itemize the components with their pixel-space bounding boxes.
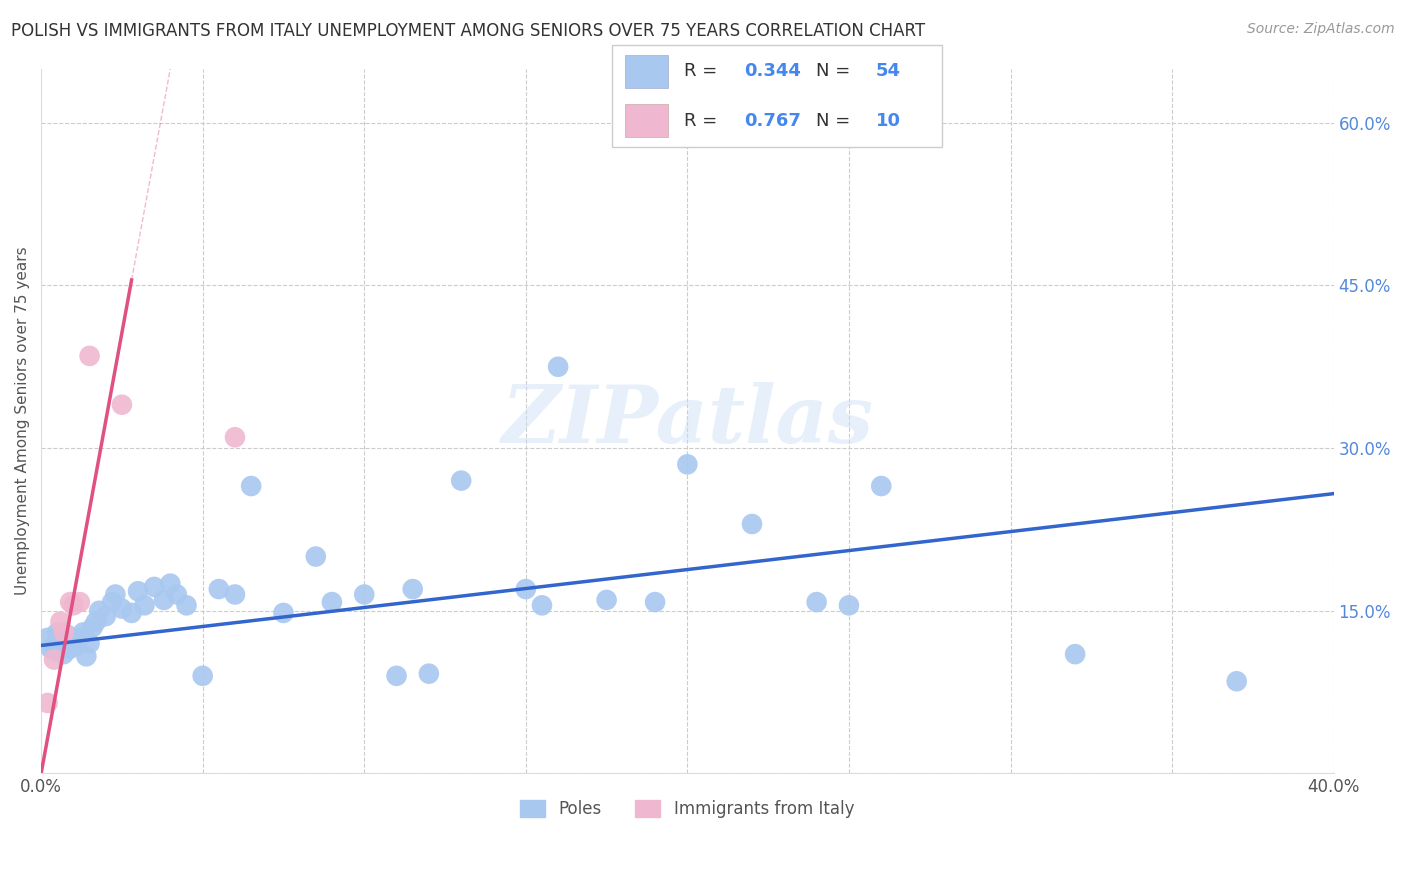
Point (741, 516, 763, 531)
Point (191, 669, 214, 683)
Point (94, 609, 117, 624)
Text: 0.344: 0.344 (744, 62, 800, 79)
Text: ZIPatlas: ZIPatlas (502, 383, 873, 459)
Text: 54: 54 (876, 62, 901, 79)
Point (37, 696, 59, 710)
Point (1064, 647, 1087, 661)
Text: R =: R = (685, 62, 723, 79)
Point (79, 636, 101, 650)
FancyBboxPatch shape (612, 45, 942, 147)
Point (530, 599, 553, 613)
Text: POLISH VS IMMIGRANTS FROM ITALY UNEMPLOYMENT AMONG SENIORS OVER 75 YEARS CORRELA: POLISH VS IMMIGRANTS FROM ITALY UNEMPLOY… (11, 22, 925, 40)
Point (62, 634, 84, 648)
Bar (624, 104, 668, 137)
Point (385, 669, 408, 683)
Point (79, 349, 101, 363)
Point (806, 595, 828, 609)
Point (59, 595, 82, 609)
Point (72, 625, 94, 640)
Point (418, 666, 440, 681)
Point (52, 625, 75, 640)
Point (547, 359, 569, 374)
Point (153, 593, 176, 607)
Point (69, 631, 91, 645)
Text: 10: 10 (876, 112, 901, 130)
Point (104, 587, 127, 601)
Point (42, 652, 65, 666)
Point (69, 595, 91, 609)
Point (101, 595, 124, 609)
Point (52, 647, 75, 661)
Point (644, 595, 666, 609)
Point (159, 576, 181, 591)
Point (49, 636, 72, 650)
Text: Source: ZipAtlas.com: Source: ZipAtlas.com (1247, 22, 1395, 37)
Point (127, 584, 149, 599)
Point (84, 615, 107, 629)
Point (89, 604, 111, 618)
Point (143, 580, 166, 594)
Point (111, 601, 134, 615)
Point (321, 595, 343, 609)
Text: N =: N = (817, 62, 856, 79)
Point (42, 639, 65, 653)
Point (82, 620, 104, 634)
Point (49, 615, 72, 629)
Point (353, 587, 375, 601)
Point (676, 458, 699, 472)
Point (59, 641, 82, 656)
Bar (624, 55, 668, 87)
Text: N =: N = (817, 112, 856, 130)
Point (176, 599, 198, 613)
Point (75, 649, 97, 664)
Point (46, 625, 69, 640)
Legend: Poles, Immigrants from Italy: Poles, Immigrants from Italy (513, 794, 860, 825)
Point (838, 599, 860, 613)
Point (39, 641, 62, 656)
Point (224, 430, 246, 444)
Text: R =: R = (685, 112, 723, 130)
Point (870, 479, 893, 493)
Point (46, 645, 69, 659)
Point (450, 474, 472, 488)
Point (56, 627, 79, 641)
Text: 0.767: 0.767 (744, 112, 800, 130)
Point (402, 582, 425, 596)
Point (166, 587, 188, 601)
Point (595, 593, 617, 607)
Point (134, 599, 156, 613)
Point (37, 631, 59, 645)
Point (273, 606, 295, 620)
Point (208, 582, 231, 596)
Point (240, 479, 263, 493)
Y-axis label: Unemployment Among Seniors over 75 years: Unemployment Among Seniors over 75 years (15, 247, 30, 595)
Point (121, 606, 143, 620)
Point (515, 582, 537, 596)
Point (111, 398, 134, 412)
Point (62, 599, 84, 613)
Point (1226, 674, 1249, 689)
Point (305, 549, 328, 564)
Point (66, 639, 89, 653)
Point (224, 587, 246, 601)
